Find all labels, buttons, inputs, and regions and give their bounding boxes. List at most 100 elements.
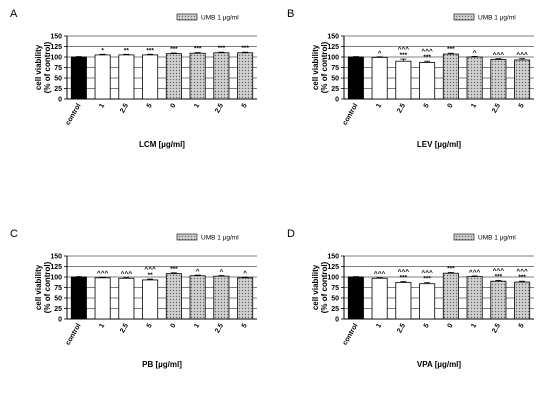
bar [395, 60, 412, 100]
significance-marker: * [101, 47, 104, 54]
significance-marker: *** [218, 45, 226, 52]
y-axis-label-line: cell viability [34, 264, 43, 310]
significance-marker: ^ [473, 48, 477, 56]
x-tick-label: 1 [193, 102, 201, 109]
x-tick-label: 2.5 [396, 322, 407, 334]
legend-swatch [176, 233, 198, 241]
bar [237, 52, 254, 100]
bar [514, 59, 531, 100]
significance-marker: ^^^ [374, 270, 386, 278]
y-tick-label: 75 [331, 65, 339, 72]
y-axis-label: cell viability(% of control) [311, 261, 329, 313]
x-tick-label: 5 [518, 322, 526, 329]
y-tick-label: 0 [58, 317, 62, 324]
y-tick-label: 50 [331, 76, 339, 83]
bar [466, 276, 483, 320]
y-tick-label: 75 [54, 285, 62, 292]
y-tick-label: 150 [327, 254, 339, 261]
x-tick-label: control [342, 322, 360, 346]
significance-marker: *** [146, 47, 154, 54]
significance-marker: *** [170, 266, 178, 273]
y-axis-label: cell viability(% of control) [34, 41, 52, 93]
bar [142, 54, 159, 100]
x-axis-label: LEV [µg/ml] [417, 140, 462, 149]
x-axis-label: PB [µg/ml] [142, 360, 182, 369]
y-tick-label: 100 [50, 275, 62, 282]
y-axis-label: cell viability(% of control) [34, 261, 52, 313]
x-tick-label: 2.5 [214, 102, 225, 114]
significance-marker: ^^^ [398, 268, 410, 276]
x-tick-label: 1 [470, 322, 478, 329]
x-tick-label: 5 [241, 322, 249, 329]
significance-marker: ^ [243, 269, 247, 277]
y-tick-label: 75 [54, 65, 62, 72]
significance-marker: ^^^ [144, 265, 156, 273]
bar [165, 273, 182, 320]
bar [118, 277, 135, 320]
x-tick-label: control [65, 102, 83, 126]
x-tick-label: 5 [518, 102, 526, 109]
significance-marker: ^ [196, 267, 200, 275]
significance-marker: *** [518, 274, 526, 281]
bar [213, 52, 230, 100]
x-tick-label: 1 [470, 102, 478, 109]
y-tick-label: 50 [54, 76, 62, 83]
y-axis-label-line: (% of control) [320, 261, 329, 313]
bar [70, 56, 87, 100]
significance-marker: *** [194, 46, 202, 53]
y-axis-label-line: (% of control) [43, 261, 52, 313]
x-tick-label: control [342, 102, 360, 126]
x-tick-label: 1 [193, 322, 201, 329]
x-tick-label: 5 [146, 102, 154, 109]
bar [490, 280, 507, 320]
bar [237, 277, 254, 320]
x-tick-label: 0 [447, 322, 455, 329]
bar [419, 62, 436, 100]
x-tick-label: 2.5 [214, 322, 225, 334]
panel-letter: C [10, 228, 18, 240]
y-tick-label: 150 [50, 254, 62, 261]
y-tick-label: 25 [331, 306, 339, 313]
y-axis-label: cell viability(% of control) [311, 41, 329, 93]
y-tick-label: 100 [327, 275, 339, 282]
y-tick-label: 0 [335, 97, 339, 104]
y-tick-label: 0 [58, 97, 62, 104]
bar [514, 281, 531, 320]
significance-marker: ^^^ [421, 269, 433, 277]
y-axis-label-line: cell viability [311, 264, 320, 310]
x-tick-label: 0 [170, 102, 178, 109]
significance-marker: ** [124, 47, 130, 54]
legend-swatch [453, 13, 475, 21]
bar [347, 56, 364, 100]
bar [213, 275, 230, 320]
significance-marker: ^^^ [398, 45, 410, 53]
x-tick-label: 1 [375, 322, 383, 329]
x-axis-label: LCM [µg/ml] [139, 140, 185, 149]
significance-marker: *** [423, 276, 431, 283]
significance-marker: ** [148, 272, 154, 279]
bar [118, 54, 135, 100]
y-axis-label-line: cell viability [34, 44, 43, 90]
x-tick-label: 5 [146, 322, 154, 329]
bar [419, 283, 436, 320]
significance-marker: *** [447, 265, 455, 272]
x-tick-label: 5 [241, 102, 249, 109]
y-tick-label: 100 [327, 55, 339, 62]
x-tick-label: 2.5 [119, 322, 130, 334]
y-tick-label: 25 [54, 86, 62, 93]
y-tick-label: 100 [50, 55, 62, 62]
y-tick-label: 150 [50, 34, 62, 41]
bar [189, 52, 206, 100]
legend-label: UMB 1 µg/ml [478, 15, 516, 22]
bar [165, 53, 182, 100]
y-tick-label: 25 [331, 86, 339, 93]
legend-label: UMB 1 µg/ml [201, 15, 239, 22]
significance-marker: *** [400, 275, 408, 282]
bar [371, 277, 388, 320]
significance-marker: *** [495, 273, 503, 280]
x-tick-label: 2.5 [491, 102, 502, 114]
